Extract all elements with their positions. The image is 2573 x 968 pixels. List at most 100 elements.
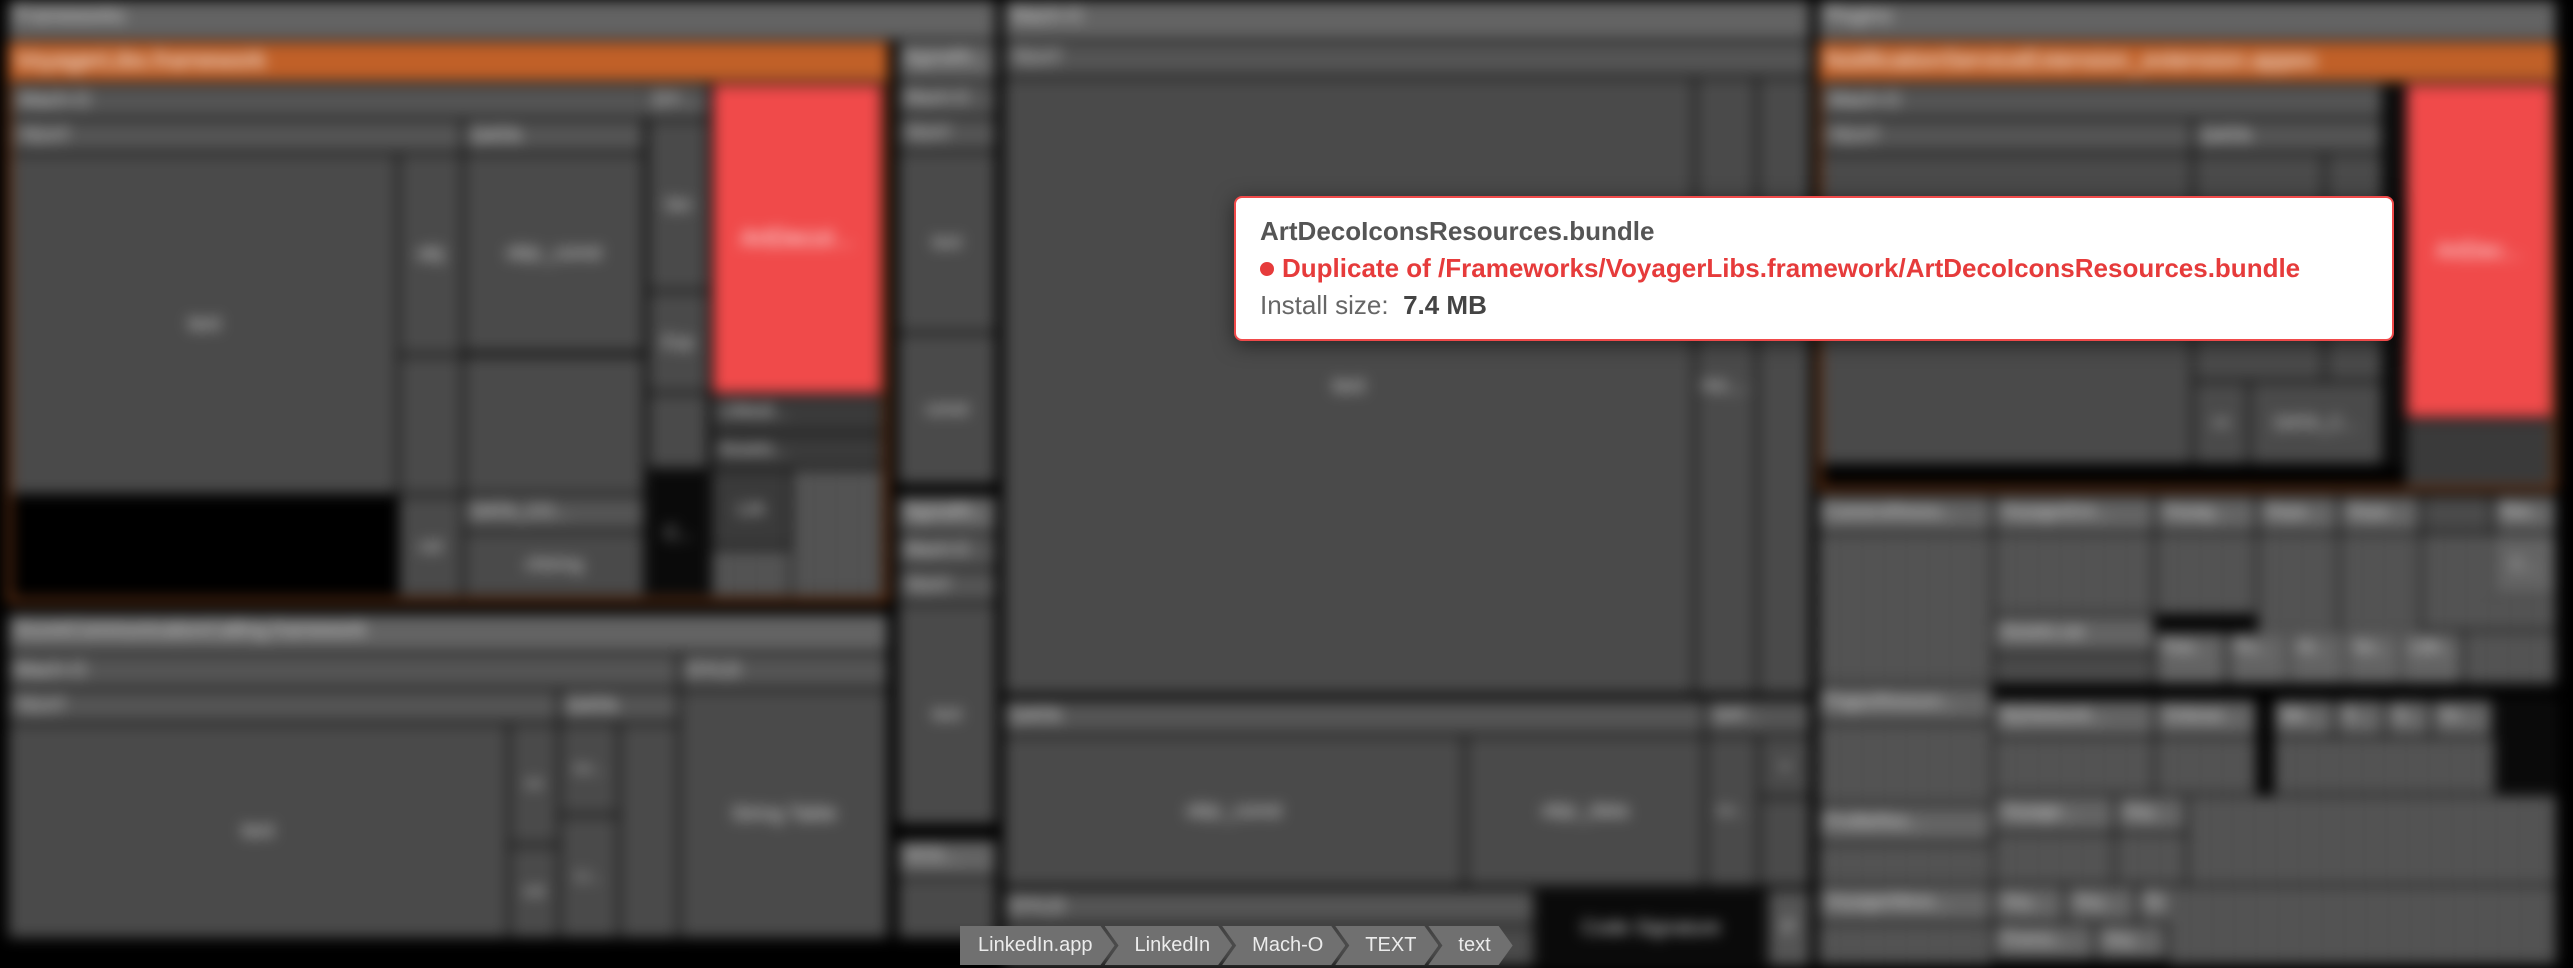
azure-li[interactable]: LI... bbox=[560, 816, 618, 938]
header-plugins[interactable]: PlugIns bbox=[1818, 0, 2556, 40]
voyager-c[interactable]: C... bbox=[648, 470, 710, 596]
notif-cs[interactable]: cs bbox=[2194, 382, 2248, 464]
azure-dyld[interactable]: DYLD bbox=[680, 654, 888, 688]
voyager-macho[interactable]: Mach-O bbox=[12, 84, 708, 118]
center-objc-data[interactable]: objc_data bbox=[1466, 736, 1704, 886]
notif-title[interactable]: NotificationServiceExtension_extension.a… bbox=[1818, 42, 2556, 82]
voyager-limedi[interactable]: LIMedi... bbox=[712, 396, 882, 432]
voyager-objc-const[interactable]: objc_const bbox=[464, 154, 644, 352]
voyager-stri[interactable]: Stri bbox=[648, 120, 708, 290]
crumb-0[interactable]: LinkedIn.app bbox=[960, 926, 1115, 965]
voyager-lia[interactable]: LIA bbox=[712, 470, 790, 548]
rg-mynetwork[interactable]: MyNetwork... bbox=[1994, 700, 2154, 736]
rg-pages[interactable]: PagesResourc... bbox=[1818, 686, 1992, 722]
crumb-4[interactable]: text bbox=[1428, 926, 1512, 965]
center-dyld[interactable]: DYLD bbox=[1004, 890, 1534, 924]
crumb-3[interactable]: TEXT bbox=[1335, 926, 1438, 965]
agora1-macho[interactable]: Mach-O bbox=[898, 82, 996, 116]
rg-voya1[interactable]: Voya... bbox=[2258, 496, 2338, 532]
notif-data-c[interactable]: DATA_C... bbox=[2250, 382, 2382, 464]
voyager-cst[interactable]: cst bbox=[399, 496, 462, 596]
header-frameworks[interactable]: Frameworks bbox=[8, 0, 996, 40]
rg-voy4[interactable]: Voy... bbox=[2096, 924, 2166, 960]
center-objc-const[interactable]: objc_const bbox=[1004, 736, 1464, 886]
rg-voyager-ent[interactable]: VoyagerEnt... bbox=[1994, 496, 2154, 532]
voyager-title[interactable]: VoyagerLibs.framework bbox=[8, 42, 888, 82]
crumb-1[interactable]: LinkedIn bbox=[1105, 926, 1233, 965]
azure-cst[interactable]: cst bbox=[510, 846, 558, 938]
rg-voya[interactable]: VoyA... bbox=[2432, 700, 2492, 736]
rg-pub[interactable]: Pub... bbox=[2228, 632, 2288, 684]
azure-co2[interactable]: co... bbox=[560, 724, 618, 814]
voyager-dyld-hdr[interactable]: DYLD bbox=[646, 84, 708, 118]
azure-data[interactable]: DATA bbox=[560, 690, 678, 722]
center-objc[interactable]: objc_... bbox=[1696, 78, 1756, 694]
agora2-text-body[interactable]: text bbox=[898, 604, 996, 824]
center-text-hdr[interactable]: TEXT bbox=[1004, 42, 1810, 76]
rg-profile[interactable]: ProfileRes... bbox=[1818, 806, 1992, 842]
rg-hi[interactable]: Hi... bbox=[2290, 632, 2344, 684]
center-data-hdr[interactable]: DATA bbox=[1004, 700, 1704, 734]
voyager-data-co[interactable]: DATA_CO... bbox=[464, 496, 644, 530]
center-code-signature[interactable]: Code Signature bbox=[1536, 890, 1766, 966]
agora2-macho[interactable]: Mach-O bbox=[898, 534, 996, 568]
rg-c[interactable]: C... bbox=[2494, 534, 2556, 594]
rg-fee[interactable]: Fee... bbox=[2156, 632, 2226, 684]
azure-text[interactable]: TEXT bbox=[8, 690, 558, 722]
center-f[interactable]: F bbox=[1768, 890, 1810, 966]
rg-premo[interactable]: Premo... bbox=[1994, 924, 2094, 960]
rg-mar[interactable]: Mar... bbox=[2494, 496, 2556, 532]
voyager-cfstring[interactable]: cfstring bbox=[464, 532, 644, 596]
azure-co[interactable]: co bbox=[510, 724, 558, 844]
header-macho-center[interactable]: Mach-O bbox=[1004, 0, 1810, 40]
rg-voyag[interactable]: Voyag... bbox=[2156, 496, 2256, 532]
rg-assets-body bbox=[1994, 654, 2154, 684]
voyager-data-hdr[interactable]: DATA bbox=[464, 120, 644, 152]
rg-voy2[interactable]: Voy... bbox=[1994, 886, 2064, 922]
rg-pages-grid bbox=[1818, 724, 1992, 804]
rg-profile-grid bbox=[1818, 844, 1992, 884]
rg-voya2[interactable]: Voya... bbox=[2340, 496, 2420, 532]
center-u[interactable]: u bbox=[1760, 736, 1810, 796]
rg-black1 bbox=[2494, 700, 2556, 794]
voyager-text-hdr[interactable]: TEXT bbox=[12, 120, 462, 152]
rg-onboar[interactable]: Onboar... bbox=[2156, 700, 2256, 736]
notif-artdec[interactable]: ArtDec... bbox=[2406, 84, 2552, 418]
voyager-obj[interactable]: obj bbox=[399, 154, 462, 354]
center-dat[interactable]: DAT... bbox=[1706, 700, 1810, 734]
rg-careers[interactable]: CareersResou... bbox=[1818, 496, 1992, 532]
crumb-2[interactable]: Mach-O bbox=[1222, 926, 1345, 965]
agora2-title[interactable]: AgoraRt... bbox=[898, 496, 996, 532]
rg-voyager-mess[interactable]: VoyagerMess... bbox=[1818, 886, 1992, 922]
notif-text-hdr[interactable]: TEXT bbox=[1822, 120, 2192, 152]
rg-g[interactable]: G... bbox=[2386, 700, 2430, 736]
rg-voy1[interactable]: Voy... bbox=[2116, 796, 2186, 832]
voyager-exp[interactable]: Exp bbox=[648, 292, 708, 392]
agora1-text[interactable]: TEXT bbox=[898, 118, 996, 150]
rg-no[interactable]: No... bbox=[2346, 632, 2400, 684]
agora1-const[interactable]: const bbox=[898, 334, 996, 484]
rg-med[interactable]: Med... bbox=[2274, 700, 2334, 736]
rg-assets[interactable]: Assets.car bbox=[1994, 616, 2154, 652]
tooltip-duplicate-text: Duplicate of /Frameworks/VoyagerLibs.fra… bbox=[1282, 253, 2300, 284]
azure-macho[interactable]: Mach-O bbox=[8, 654, 678, 688]
azure-title[interactable]: AzureCommunicationCalling.framework bbox=[8, 614, 888, 652]
rg-se[interactable]: Se... bbox=[2336, 700, 2384, 736]
vcs-title[interactable]: VCS... bbox=[898, 840, 996, 876]
azure-string-table[interactable]: String Table bbox=[680, 690, 888, 938]
agora1-title[interactable]: AgoraRt... bbox=[898, 42, 996, 80]
notif-macho[interactable]: Mach-O bbox=[1822, 84, 2382, 118]
voyager-artdeco[interactable]: ArtDecoI... bbox=[712, 84, 882, 394]
rg-voyage1[interactable]: Voyage... bbox=[1994, 796, 2114, 832]
agora2-text[interactable]: TEXT bbox=[898, 570, 996, 602]
voyager-assets[interactable]: Assets... bbox=[712, 434, 882, 468]
center-text-body[interactable]: text bbox=[1004, 78, 1694, 694]
notif-data-hdr[interactable]: DATA bbox=[2194, 120, 2382, 152]
treemap-canvas: Frameworks Mach-O PlugIns VoyagerLibs.fr… bbox=[0, 0, 2573, 968]
center-co[interactable]: co... bbox=[1706, 736, 1758, 886]
azure-text-body[interactable]: text bbox=[8, 724, 508, 938]
agora1-text-body[interactable]: text bbox=[898, 152, 996, 332]
voyager-text-body[interactable]: text bbox=[12, 154, 397, 494]
rg-lim[interactable]: LIM... bbox=[2402, 632, 2462, 684]
rg-voy3[interactable]: Voy... bbox=[2066, 886, 2136, 922]
